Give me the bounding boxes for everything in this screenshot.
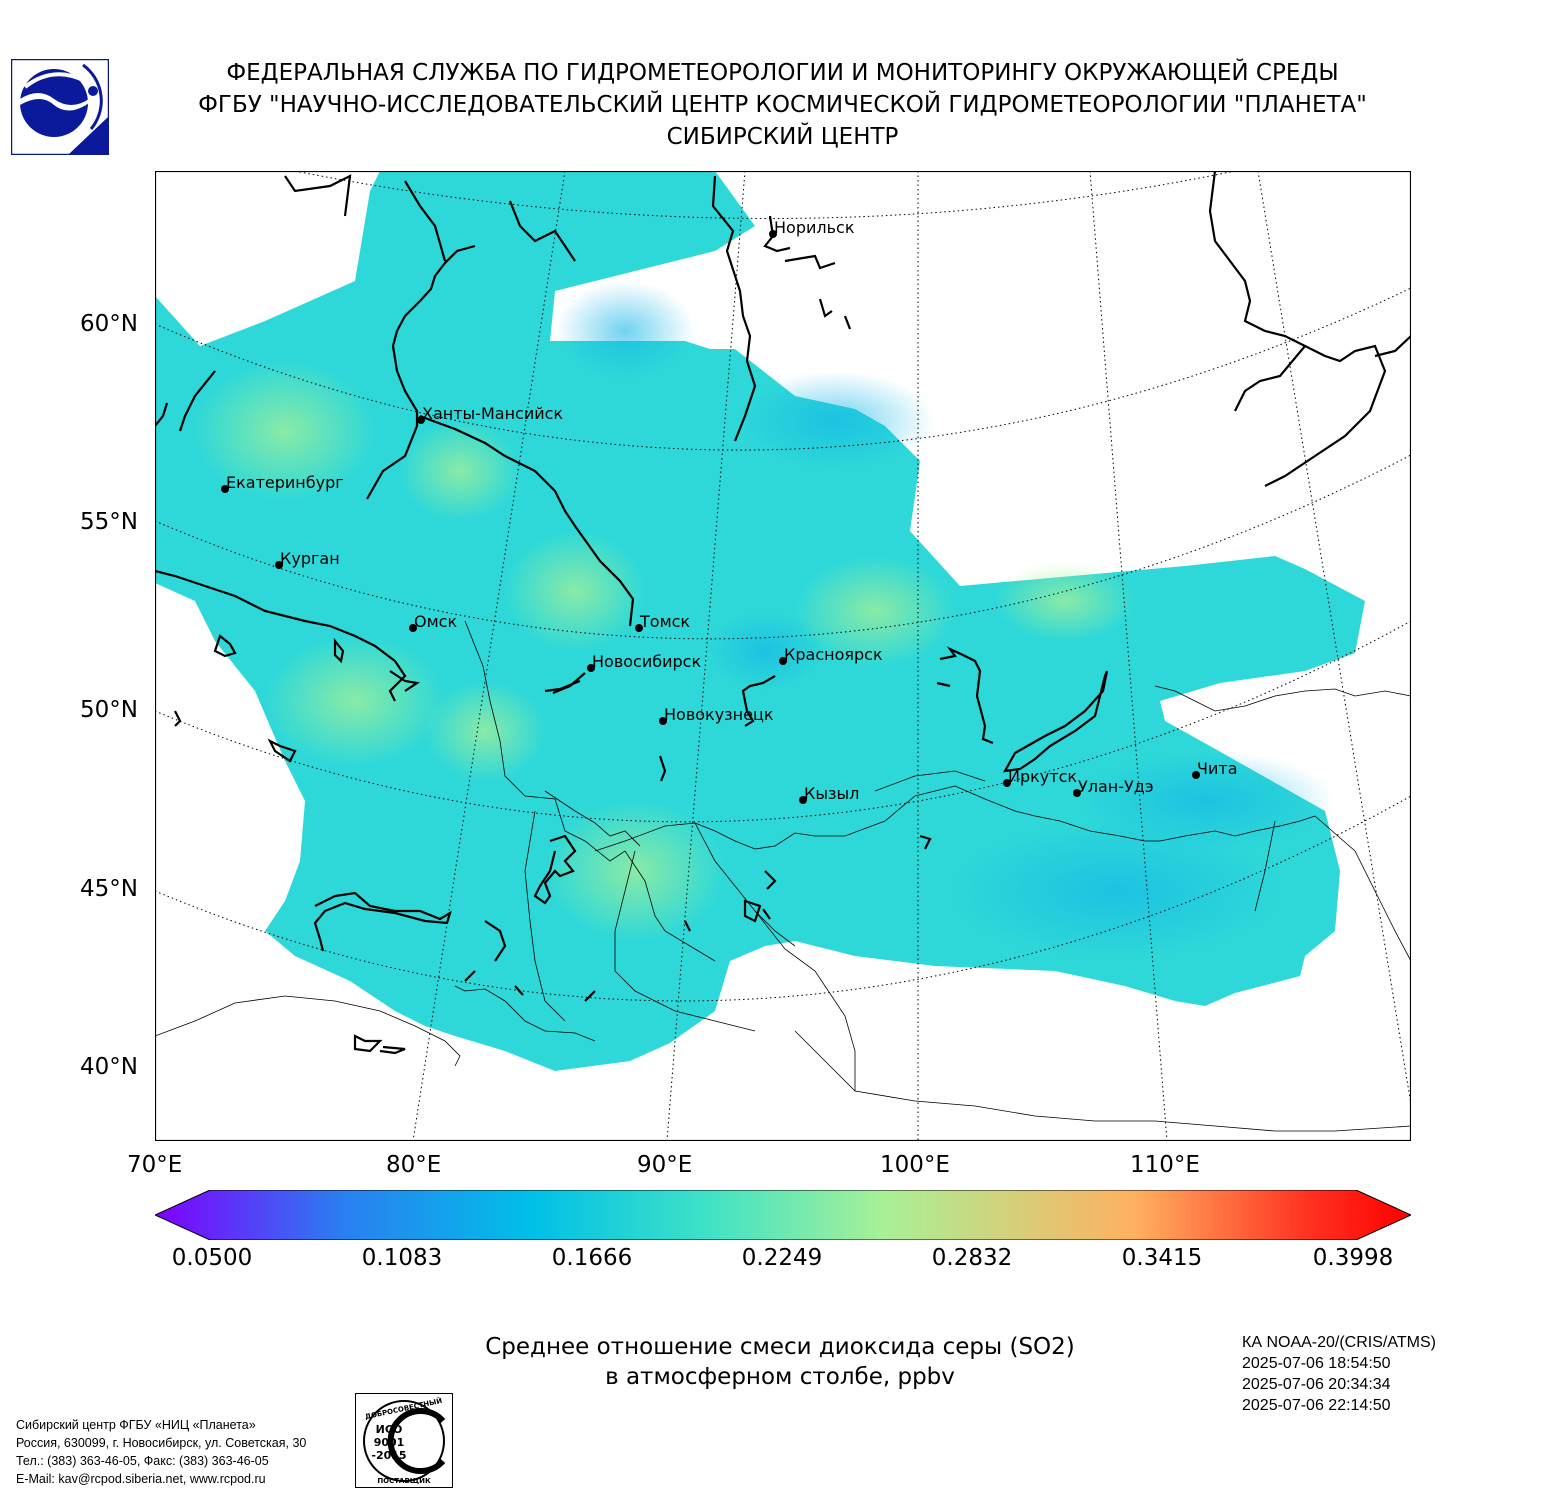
svg-text:Иркутск: Иркутск — [1008, 767, 1077, 786]
city-markers: Норильск Ханты-Мансийск Екатеринбург Кур… — [221, 218, 1238, 804]
colorbar-tick-1: 0.1083 — [361, 1245, 443, 1271]
lon-label-90: 90°E — [637, 1152, 693, 1178]
city-omsk: Омск — [409, 612, 457, 632]
planeta-logo — [10, 58, 110, 156]
colorbar-tick-3: 0.2249 — [741, 1245, 823, 1271]
contact-email: E-Mail: kav@rcpod.siberia.net, www.rcpod… — [16, 1472, 266, 1486]
product-title-line1: Среднее отношение смеси диоксида серы (S… — [485, 1334, 1075, 1360]
pass-time-3: 2025-07-06 22:14:50 — [1242, 1397, 1391, 1414]
colorbar-tick-6: 0.3998 — [1312, 1245, 1394, 1271]
agency-title: ФЕДЕРАЛЬНАЯ СЛУЖБА ПО ГИДРОМЕТЕОРОЛОГИИ … — [226, 60, 1339, 86]
svg-text:Норильск: Норильск — [774, 218, 855, 237]
map-panel: Норильск Ханты-Мансийск Екатеринбург Кур… — [155, 171, 1411, 1141]
svg-text:Новокузнецк: Новокузнецк — [664, 705, 774, 724]
product-title-line2: в атмосферном столбе, ppbv — [605, 1364, 955, 1390]
country-borders — [155, 620, 1411, 1132]
meridian-lines — [412, 171, 1411, 1141]
city-khanty-mansiysk: Ханты-Мансийск — [417, 404, 563, 424]
svg-text:Екатеринбург: Екатеринбург — [226, 473, 344, 492]
svg-text:Улан-Удэ: Улан-Удэ — [1078, 777, 1154, 796]
city-krasnoyarsk: Красноярск — [779, 645, 883, 665]
svg-text:ИСО: ИСО — [376, 1423, 403, 1436]
lat-label-60: 60°N — [80, 311, 138, 337]
center-title: СИБИРСКИЙ ЦЕНТР — [666, 124, 899, 150]
city-novosibirsk: Новосибирск — [587, 652, 701, 672]
colorbar-tick-0: 0.0500 — [171, 1245, 253, 1271]
lon-label-70: 70°E — [127, 1152, 183, 1178]
svg-text:ПОСТАВЩИК: ПОСТАВЩИК — [377, 1477, 431, 1485]
lat-label-45: 45°N — [80, 876, 138, 902]
svg-text:Кызыл: Кызыл — [804, 784, 859, 803]
lat-label-55: 55°N — [80, 509, 138, 535]
city-ulan-ude: Улан-Удэ — [1073, 777, 1154, 797]
lon-label-110: 110°E — [1130, 1152, 1200, 1178]
contact-phone: Тел.: (383) 363-46-05, Факс: (383) 363-4… — [16, 1454, 269, 1468]
lat-label-50: 50°N — [80, 697, 138, 723]
colorbar-tick-2: 0.1666 — [551, 1245, 633, 1271]
svg-text:Курган: Курган — [280, 549, 340, 568]
svg-text:Томск: Томск — [639, 612, 690, 631]
contact-address: Россия, 630099, г. Новосибирск, ул. Сове… — [16, 1436, 307, 1450]
colorbar-tick-4: 0.2832 — [931, 1245, 1013, 1271]
svg-text:Чита: Чита — [1197, 759, 1238, 778]
lon-label-100: 100°E — [880, 1152, 950, 1178]
lat-label-40: 40°N — [80, 1054, 138, 1080]
colorbar — [153, 1189, 1413, 1241]
svg-text:9001: 9001 — [374, 1436, 405, 1449]
svg-text:-2015: -2015 — [371, 1449, 406, 1462]
city-tomsk: Томск — [635, 612, 690, 632]
city-kurgan: Курган — [275, 549, 340, 569]
city-kyzyl: Кызыл — [799, 784, 859, 804]
city-chita: Чита — [1192, 759, 1238, 779]
satellite-name: КА NOAA-20/(CRIS/ATMS) — [1242, 1334, 1436, 1351]
contact-org: Сибирский центр ФГБУ «НИЦ «Планета» — [16, 1418, 256, 1432]
colorbar-tick-5: 0.3415 — [1121, 1245, 1203, 1271]
pass-time-2: 2025-07-06 20:34:34 — [1242, 1376, 1391, 1393]
lon-label-80: 80°E — [386, 1152, 442, 1178]
svg-text:Новосибирск: Новосибирск — [592, 652, 701, 671]
city-irkutsk: Иркутск — [1003, 767, 1077, 787]
iso-9001-badge: ДОБРОСОВЕСТНЫЙ ИСО 9001 -2015 ПОСТАВЩИК — [355, 1393, 453, 1488]
city-yekaterinburg: Екатеринбург — [221, 473, 344, 493]
coastlines-rivers — [155, 171, 1411, 1055]
svg-text:Красноярск: Красноярск — [784, 645, 883, 664]
pass-time-1: 2025-07-06 18:54:50 — [1242, 1355, 1391, 1372]
city-novokuznetsk: Новокузнецк — [659, 705, 774, 725]
svg-text:Омск: Омск — [414, 612, 457, 631]
city-norilsk: Норильск — [769, 218, 855, 238]
svg-text:Ханты-Мансийск: Ханты-Мансийск — [422, 404, 563, 423]
institute-title: ФГБУ "НАУЧНО-ИССЛЕДОВАТЕЛЬСКИЙ ЦЕНТР КОС… — [198, 92, 1367, 118]
